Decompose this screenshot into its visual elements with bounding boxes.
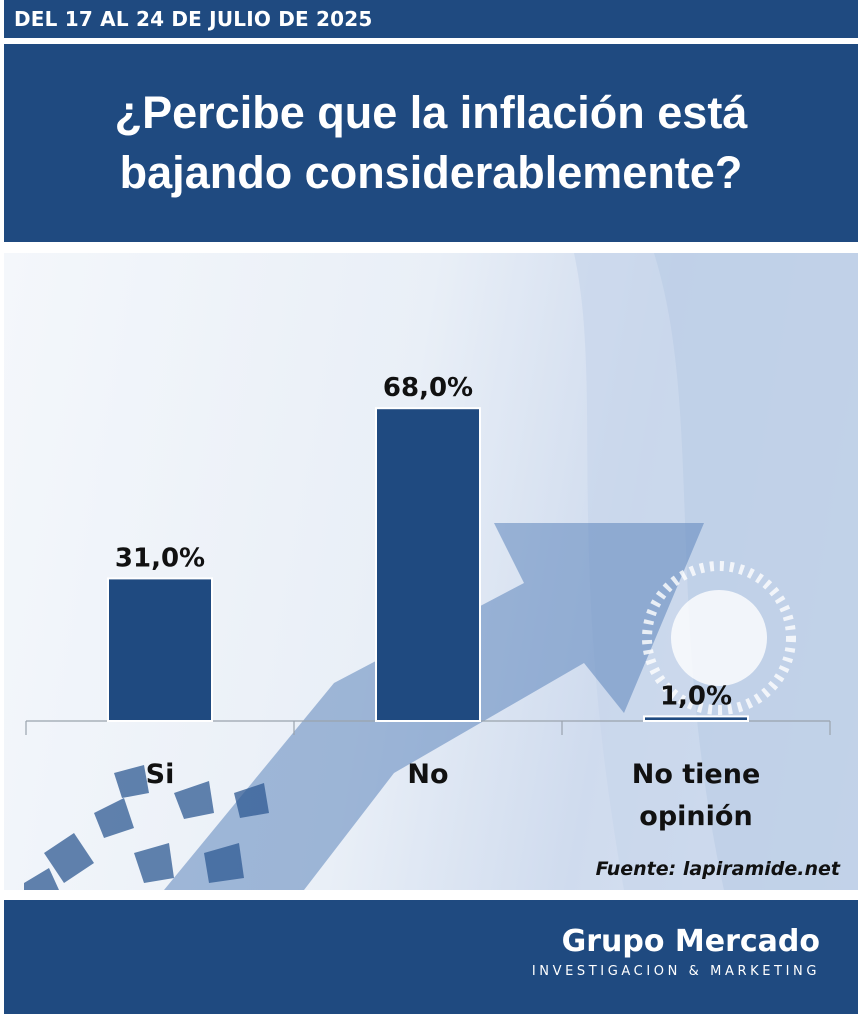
category-label-line: No [407, 759, 448, 790]
chart-canvas: 31,0% 68,0% 1,0% Si No No tiene opinión [24, 253, 858, 890]
category-label: Si [146, 759, 175, 790]
brand-tagline: INVESTIGACION & MARKETING [531, 964, 820, 979]
category-label-line: Si [146, 759, 175, 790]
background-decoration [24, 253, 858, 890]
value-label: 31,0% [115, 543, 205, 573]
bar-chart: 31,0% 68,0% 1,0% Si No No tiene opinión Fuent… [4, 253, 858, 890]
page-title: ¿Percibe que la inflación está bajando c… [4, 44, 858, 242]
category-label-line: opinión [639, 801, 752, 832]
bar [375, 407, 481, 722]
category-labels-group: Si No No tiene opinión [146, 759, 761, 832]
category-label: No tiene opinión [632, 759, 761, 832]
category-label: No [407, 759, 448, 790]
value-label: 1,0% [660, 681, 732, 711]
bar [107, 577, 213, 722]
value-labels-group: 31,0% 68,0% 1,0% [115, 373, 732, 711]
bar [643, 715, 749, 722]
bars-group [107, 407, 749, 722]
value-label: 68,0% [383, 373, 473, 403]
date-range-banner: DEL 17 AL 24 DE JULIO DE 2025 [4, 0, 858, 38]
brand-logo-text: Grupo Mercado [561, 924, 820, 959]
footer: Grupo Mercado INVESTIGACION & MARKETING [4, 900, 858, 1014]
sun-of-may-icon [642, 561, 796, 715]
axis-ticks [25, 721, 831, 735]
category-label-line: No tiene [632, 759, 761, 790]
source-label: Fuente: lapiramide.net [595, 858, 840, 880]
